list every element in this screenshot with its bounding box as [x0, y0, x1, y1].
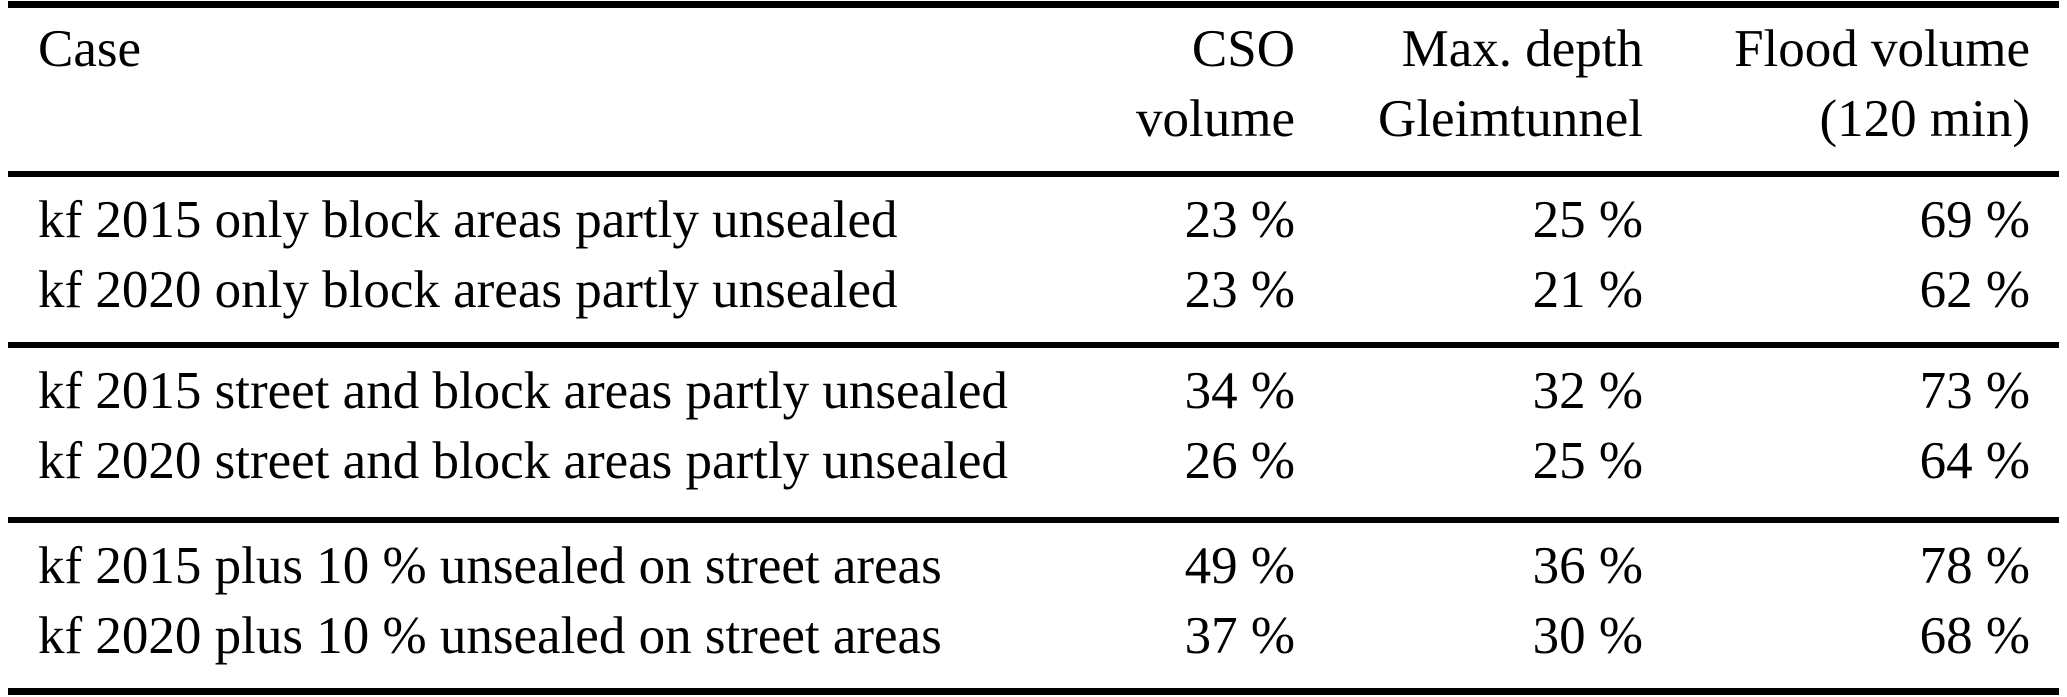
- row-group-block-areas: kf 2015 only block areas partly unsealed…: [8, 174, 2059, 345]
- cso-volume-cell: 37 %: [1184, 607, 1295, 665]
- header-row: Case CSO volume Max. depth Gleimtunnel F…: [8, 5, 2059, 175]
- cso-volume-cell: 34 %: [1184, 362, 1295, 420]
- row-group-street-and-block-areas: kf 2015 street and block areas partly un…: [8, 345, 2059, 520]
- case-cell: kf 2015 plus 10 % unsealed on street are…: [38, 537, 942, 595]
- case-cell: kf 2015 street and block areas partly un…: [38, 362, 1008, 420]
- table-row: kf 2015 plus 10 % unsealed on street are…: [8, 520, 2059, 601]
- flood-volume-cell: 73 %: [1919, 362, 2030, 420]
- results-table: Case CSO volume Max. depth Gleimtunnel F…: [8, 1, 2059, 695]
- cso-volume-cell: 23 %: [1184, 261, 1295, 319]
- max-depth-cell: 36 %: [1532, 537, 1643, 595]
- max-depth-cell: 21 %: [1532, 261, 1643, 319]
- column-header-max-depth-line2: Gleimtunnel: [1378, 90, 1643, 148]
- column-header-max-depth: Max. depth Gleimtunnel: [1295, 5, 1643, 175]
- case-cell: kf 2020 plus 10 % unsealed on street are…: [38, 607, 942, 665]
- column-header-flood-volume-line2: (120 min): [1819, 90, 2031, 148]
- flood-volume-cell: 68 %: [1919, 607, 2030, 665]
- cso-volume-cell: 23 %: [1184, 191, 1295, 249]
- max-depth-cell: 25 %: [1532, 432, 1643, 490]
- column-header-case: Case: [8, 5, 1008, 175]
- column-header-case-line1: Case: [38, 20, 142, 78]
- flood-volume-cell: 78 %: [1919, 537, 2030, 595]
- table-row: kf 2020 only block areas partly unsealed…: [8, 255, 2059, 345]
- flood-volume-cell: 69 %: [1919, 191, 2030, 249]
- column-header-cso-volume-line1: CSO: [1191, 20, 1295, 78]
- case-cell: kf 2020 only block areas partly unsealed: [38, 261, 898, 319]
- max-depth-cell: 25 %: [1532, 191, 1643, 249]
- row-group-plus-10-percent-unsealed: kf 2015 plus 10 % unsealed on street are…: [8, 520, 2059, 692]
- column-header-cso-volume: CSO volume: [1008, 5, 1295, 175]
- cso-volume-cell: 49 %: [1184, 537, 1295, 595]
- column-header-max-depth-line1: Max. depth: [1401, 20, 1643, 78]
- case-cell: kf 2015 only block areas partly unsealed: [38, 191, 898, 249]
- table-row: kf 2020 street and block areas partly un…: [8, 426, 2059, 520]
- column-header-flood-volume-line1: Flood volume: [1734, 20, 2030, 78]
- max-depth-cell: 30 %: [1532, 607, 1643, 665]
- column-header-flood-volume: Flood volume (120 min): [1643, 5, 2059, 175]
- flood-volume-cell: 64 %: [1919, 432, 2030, 490]
- case-cell: kf 2020 street and block areas partly un…: [38, 432, 1008, 490]
- table-row: kf 2015 only block areas partly unsealed…: [8, 174, 2059, 255]
- cso-volume-cell: 26 %: [1184, 432, 1295, 490]
- table-row: kf 2020 plus 10 % unsealed on street are…: [8, 601, 2059, 692]
- table-header: Case CSO volume Max. depth Gleimtunnel F…: [8, 5, 2059, 175]
- column-header-cso-volume-line2: volume: [1136, 90, 1295, 148]
- flood-volume-cell: 62 %: [1919, 261, 2030, 319]
- max-depth-cell: 32 %: [1532, 362, 1643, 420]
- table-row: kf 2015 street and block areas partly un…: [8, 345, 2059, 426]
